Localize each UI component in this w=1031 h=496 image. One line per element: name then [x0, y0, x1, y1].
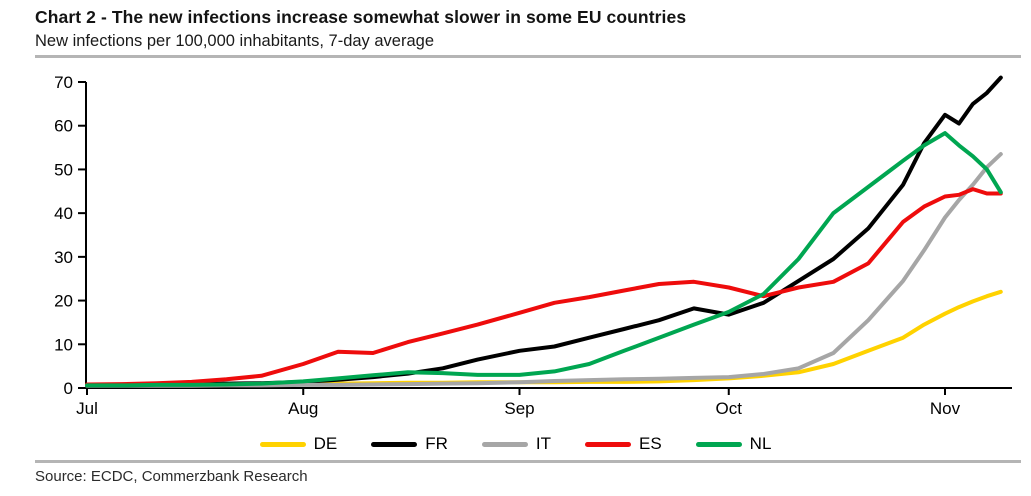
legend-swatch-FR [371, 441, 418, 447]
y-tick-label: 50 [54, 160, 73, 179]
legend-item-IT: IT [481, 434, 551, 454]
x-tick-label: Nov [930, 399, 961, 418]
x-tick-label: Oct [716, 399, 743, 418]
legend-swatch-NL [695, 441, 742, 447]
chart-legend: DE FR IT ES NL [0, 431, 1031, 457]
x-tick-label: Jul [76, 399, 98, 418]
legend-swatch-DE [259, 441, 306, 447]
series-line-FR [85, 75, 1003, 387]
y-tick-label: 10 [54, 335, 73, 354]
x-tick-label: Sep [504, 399, 534, 418]
legend-label-DE: DE [313, 434, 338, 453]
x-tick-label: Aug [288, 399, 318, 418]
legend-label-FR: FR [425, 434, 448, 453]
legend-label-IT: IT [535, 434, 551, 453]
bottom-divider [35, 460, 1021, 463]
chart-subtitle: New infections per 100,000 inhabitants, … [35, 32, 435, 50]
y-tick-label: 40 [54, 204, 73, 223]
source-note: Source: ECDC, Commerzbank Research [35, 468, 308, 485]
legend-item-FR: FR [371, 434, 448, 454]
chart-title: Chart 2 - The new infections increase so… [35, 7, 687, 27]
y-tick-label: 30 [54, 248, 73, 267]
legend-label-NL: NL [749, 434, 772, 453]
legend-label-ES: ES [638, 434, 662, 453]
y-tick-label: 20 [54, 292, 73, 311]
line-chart-plot: 0 10 20 30 40 50 60 70 Jul Aug Sep Oct Nov [54, 73, 1012, 418]
series-line-ES [85, 187, 1003, 387]
series-line-NL [85, 131, 1003, 388]
y-tick-label: 60 [54, 117, 73, 136]
legend-swatch-ES [584, 441, 631, 447]
y-tick-label: 70 [54, 73, 73, 92]
legend-swatch-IT [481, 441, 528, 447]
top-divider [35, 55, 1021, 58]
legend-item-DE: DE [259, 434, 338, 454]
legend-item-NL: NL [695, 434, 772, 454]
legend-item-ES: ES [584, 434, 662, 454]
y-tick-label: 0 [64, 379, 73, 398]
